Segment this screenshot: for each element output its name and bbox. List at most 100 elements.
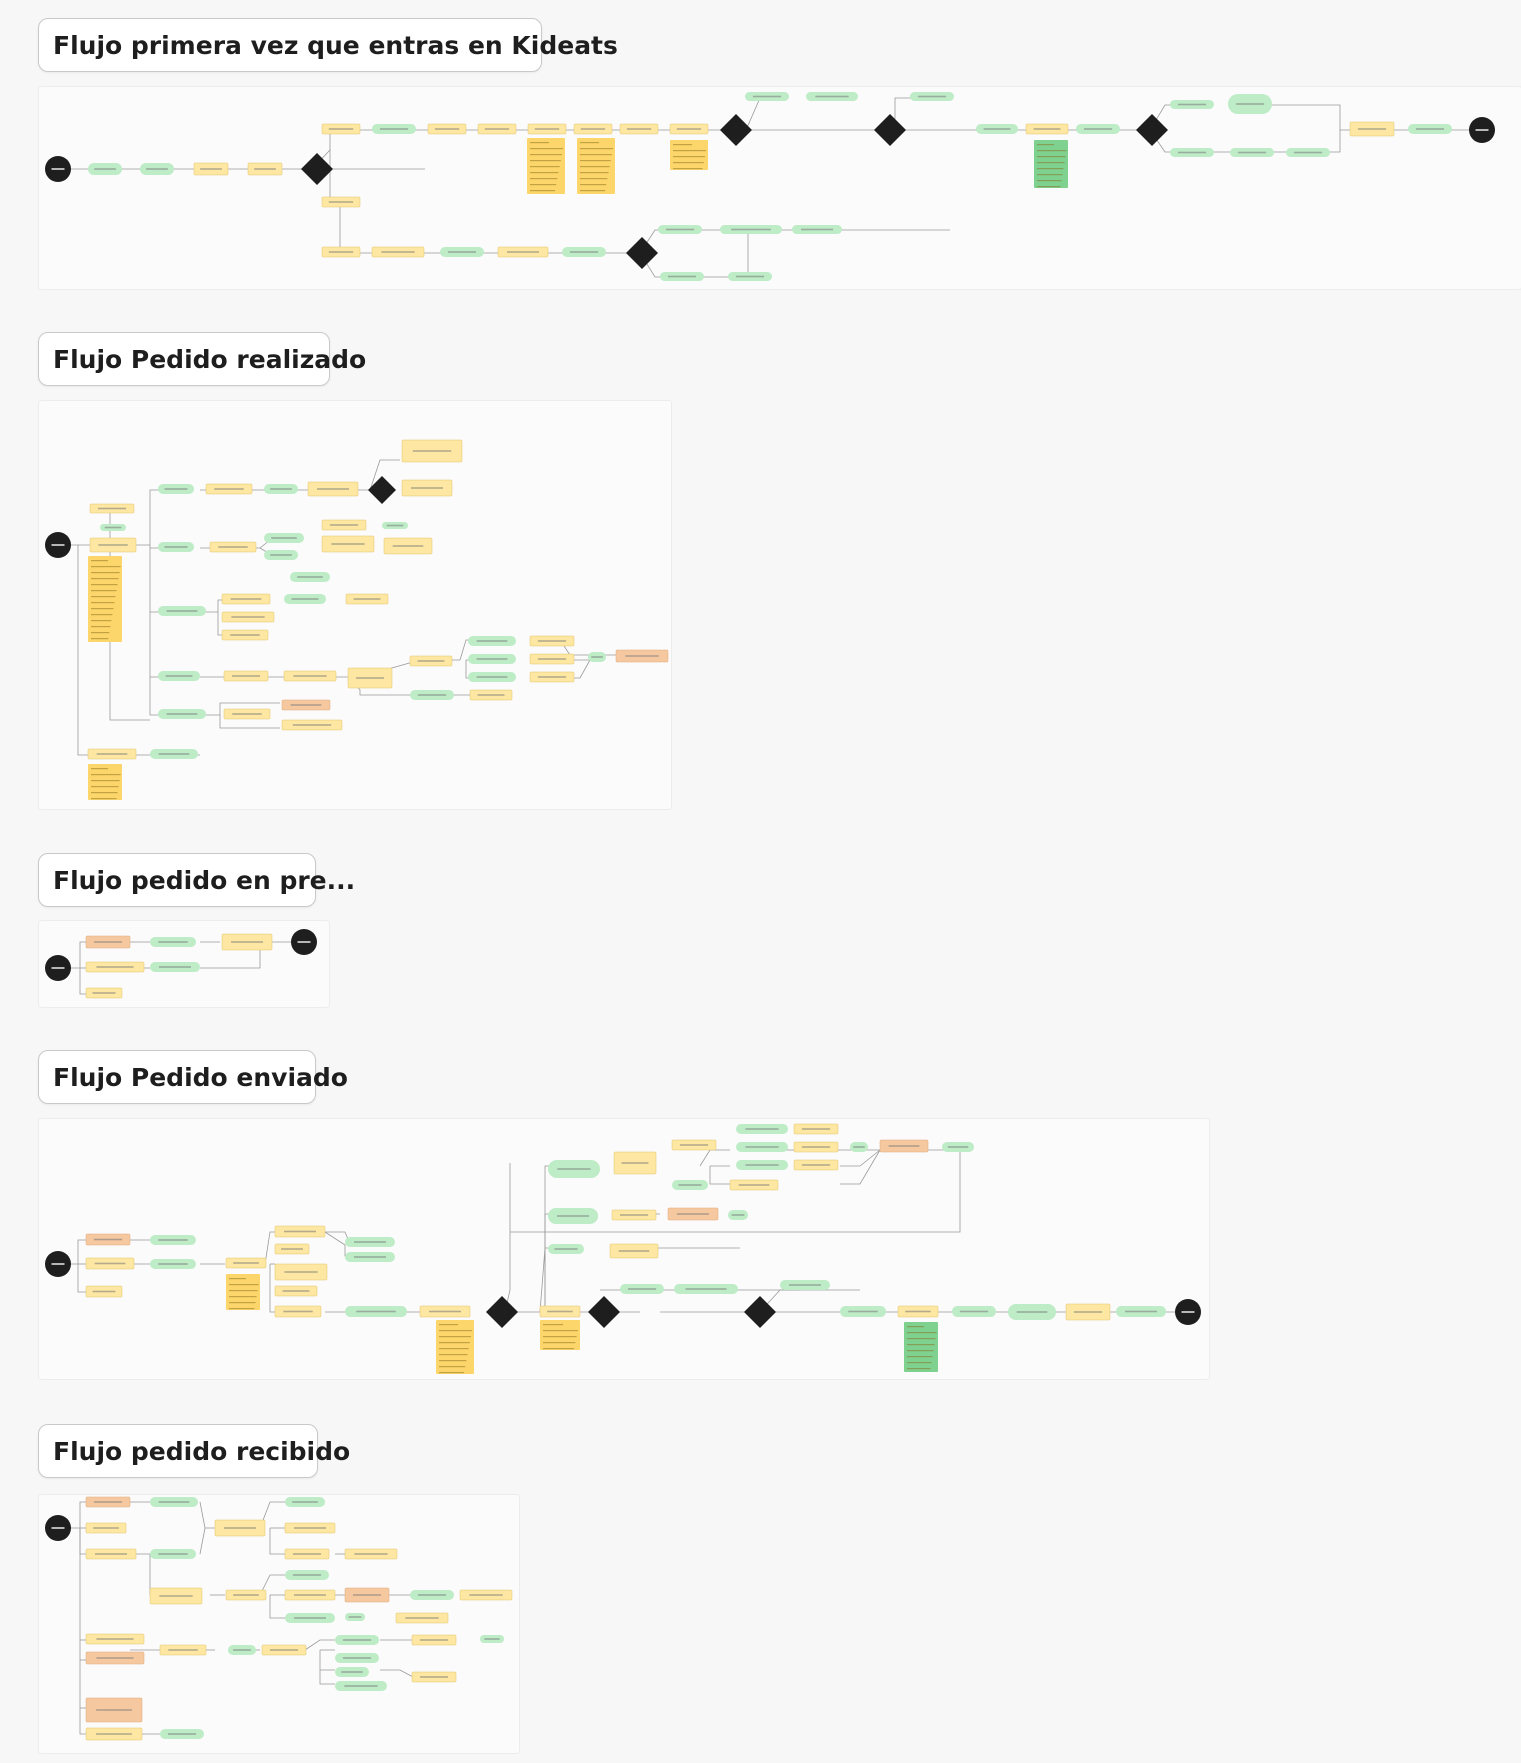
note-text-placeholder [91, 638, 109, 640]
note-text-placeholder [91, 792, 118, 794]
node-label-placeholder [96, 966, 134, 968]
node-label-placeholder [676, 128, 702, 130]
connector-line [149, 677, 160, 716]
node-label-placeholder [905, 1310, 931, 1313]
node-label-placeholder [355, 677, 385, 679]
note-text-placeholder [1037, 144, 1054, 146]
node-label-placeholder [231, 941, 263, 943]
node-label-placeholder [917, 95, 947, 98]
node-label-placeholder [233, 1262, 259, 1264]
note-text-placeholder [530, 142, 549, 144]
node-label-placeholder [93, 1501, 123, 1503]
connector-line [79, 1528, 86, 1735]
connector-line [510, 1150, 961, 1233]
node-label-placeholder [284, 1271, 318, 1273]
node-label-placeholder [484, 1638, 500, 1640]
node-label-placeholder [591, 656, 603, 658]
node-label-placeholder [294, 1594, 326, 1596]
note-text-placeholder [1037, 162, 1065, 164]
node-label-placeholder [476, 640, 508, 642]
note-text-placeholder [907, 1326, 924, 1328]
node-label-placeholder [96, 1733, 132, 1735]
node-label-placeholder [294, 1617, 326, 1619]
node-label-placeholder [284, 1230, 316, 1233]
connector-line [200, 599, 225, 613]
node-label-placeholder [230, 634, 260, 636]
section-title-pedido-recibido[interactable]: Flujo pedido recibido [38, 1424, 350, 1478]
note-text-placeholder [439, 1342, 470, 1344]
node-label-placeholder [580, 128, 606, 130]
node-label-placeholder [537, 640, 567, 642]
connector-line [199, 1527, 206, 1555]
node-label-placeholder [167, 1733, 197, 1735]
note-text-placeholder [907, 1350, 934, 1352]
node-label-placeholder [166, 610, 198, 612]
note-text-placeholder [91, 590, 117, 592]
note-text-placeholder [543, 1348, 575, 1350]
section-title-primera-vez[interactable]: Flujo primera vez que entras en Kideats [38, 18, 618, 72]
node-label-placeholder [282, 1290, 310, 1292]
node-label-placeholder [731, 1214, 745, 1216]
node-label-placeholder [619, 1214, 649, 1216]
flow-decision-node [744, 1296, 776, 1328]
node-label-placeholder [93, 1527, 119, 1529]
section-title-pedido-enviado[interactable]: Flujo Pedido enviado [38, 1050, 348, 1104]
node-label-placeholder [293, 675, 327, 677]
node-label-placeholder [168, 1649, 198, 1651]
connector-line [269, 1595, 285, 1619]
note-text-placeholder [1037, 186, 1061, 188]
connector-line [149, 612, 160, 678]
note-text-placeholder [91, 572, 120, 574]
connector-line [339, 201, 640, 254]
connector-line [269, 1264, 275, 1313]
node-label-placeholder [92, 1290, 116, 1293]
section-title-pedido-realizado[interactable]: Flujo Pedido realizado [38, 332, 366, 386]
node-label-placeholder [419, 1639, 449, 1641]
note-text-placeholder [229, 1302, 256, 1304]
node-label-placeholder [738, 1184, 770, 1186]
note-text-placeholder [580, 178, 608, 180]
node-label-placeholder [1125, 1310, 1157, 1313]
node-label-placeholder [292, 1574, 322, 1576]
node-label-placeholder [214, 488, 244, 490]
node-label-placeholder [983, 128, 1011, 130]
frame-primera-vez [38, 86, 1521, 290]
note-text-placeholder [91, 596, 116, 598]
note-text-placeholder [91, 578, 119, 580]
node-label-placeholder [354, 1256, 386, 1258]
section-title-pedido-en-preparacion[interactable]: Flujo pedido en pre... [38, 853, 355, 907]
note-text-placeholder [580, 184, 607, 186]
note-text-placeholder [229, 1290, 258, 1292]
node-label-placeholder [328, 251, 354, 253]
note-text-placeholder [439, 1336, 471, 1338]
node-label-placeholder [354, 1241, 386, 1243]
flow-sticky-note-green [904, 1322, 938, 1372]
note-text-placeholder [673, 150, 707, 152]
node-label-placeholder [158, 1553, 188, 1555]
node-label-placeholder [745, 1128, 779, 1130]
node-label-placeholder [752, 95, 782, 98]
connector-line [259, 1501, 285, 1529]
connector-line [319, 1650, 335, 1671]
connector-line [840, 1149, 881, 1167]
node-label-placeholder [200, 168, 222, 170]
node-label-placeholder [888, 1145, 920, 1147]
node-label-placeholder [328, 128, 354, 130]
node-label-placeholder [618, 1250, 650, 1252]
note-text-placeholder [91, 774, 121, 776]
note-text-placeholder [673, 156, 705, 158]
connector-line [200, 702, 280, 716]
node-label-placeholder [412, 450, 452, 452]
note-text-placeholder [439, 1324, 458, 1326]
node-label-placeholder [1073, 1311, 1103, 1313]
node-label-placeholder [317, 488, 349, 490]
node-label-placeholder [93, 941, 123, 943]
node-label-placeholder [405, 1617, 439, 1619]
node-label-placeholder [476, 676, 508, 678]
node-label-placeholder [554, 1248, 578, 1250]
flow-sticky-note [88, 764, 122, 800]
node-label-placeholder [853, 1146, 865, 1148]
terminal-label-placeholder [1475, 129, 1489, 131]
connector-line [199, 1501, 215, 1529]
connector-line [259, 1574, 285, 1596]
